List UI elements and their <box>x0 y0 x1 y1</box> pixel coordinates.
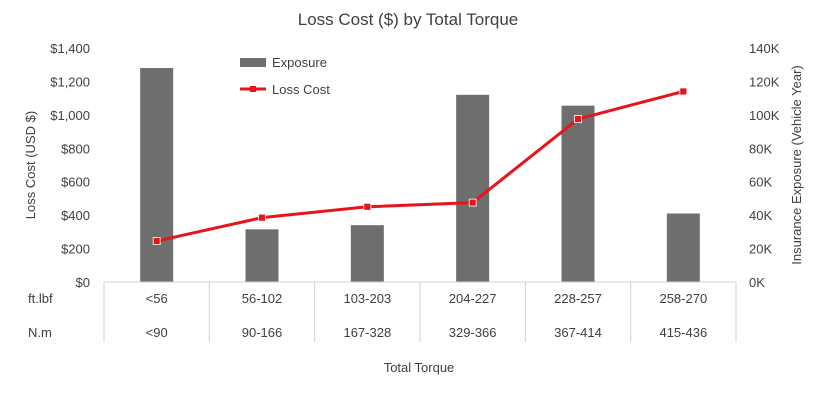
right-tick-label: 40K <box>749 208 772 223</box>
exposure-bar <box>245 229 279 282</box>
exposure-bar <box>666 213 700 282</box>
y-axis-right-label: Insurance Exposure (Vehicle Year) <box>789 65 804 264</box>
left-tick-label: $0 <box>76 275 90 290</box>
category-label-ftlbf: 56-102 <box>242 291 282 306</box>
row-label-ftlbf: ft.lbf <box>28 291 53 306</box>
left-tick-label: $200 <box>61 242 90 257</box>
category-label-nm: 367-414 <box>554 325 602 340</box>
category-label-nm: 90-166 <box>242 325 282 340</box>
loss-cost-series-line <box>156 90 684 243</box>
category-label-ftlbf: 204-227 <box>449 291 497 306</box>
category-label-nm: <90 <box>146 325 168 340</box>
chart-title: Loss Cost ($) by Total Torque <box>298 10 519 29</box>
left-tick-label: $400 <box>61 208 90 223</box>
bars <box>140 68 700 283</box>
left-axis: $0 $200 $400 $600 $800 $1,000 $1,200 $1,400 <box>50 41 90 290</box>
right-tick-label: 120K <box>749 74 780 89</box>
y-axis-left-label: Loss Cost (USD $) <box>23 111 38 219</box>
legend-exposure-label: Exposure <box>272 55 327 70</box>
right-tick-label: 80K <box>749 141 772 156</box>
category-label-ftlbf: <56 <box>146 291 168 306</box>
left-tick-label: $1,200 <box>50 74 90 89</box>
loss-cost-point <box>574 115 582 123</box>
left-tick-label: $1,000 <box>50 108 90 123</box>
legend: Exposure Loss Cost <box>240 55 330 97</box>
exposure-bar <box>561 105 595 283</box>
right-tick-label: 0K <box>749 275 765 290</box>
category-label-nm: 167-328 <box>343 325 391 340</box>
category-table: <56 56-102 103-203 204-227 228-257 258-270 <90… <box>103 281 737 342</box>
right-axis: 0K 20K 40K 60K 80K 100K 120K 140K <box>749 41 780 290</box>
row-label-nm: N.m <box>28 325 52 340</box>
x-axis-label: Total Torque <box>384 360 455 375</box>
loss-cost-point <box>363 202 372 211</box>
left-tick-label: $800 <box>61 141 90 156</box>
loss-cost-point <box>679 87 688 96</box>
category-label-ftlbf: 258-270 <box>659 291 707 306</box>
right-tick-label: 140K <box>749 41 780 56</box>
category-label-nm: 329-366 <box>449 325 497 340</box>
right-tick-label: 20K <box>749 242 772 257</box>
category-label-ftlbf: 103-203 <box>343 291 391 306</box>
right-tick-label: 100K <box>749 108 780 123</box>
loss-cost-line <box>152 87 688 245</box>
loss-cost-point <box>152 237 161 245</box>
legend-loss-cost-marker <box>250 86 256 92</box>
legend-loss-cost-label: Loss Cost <box>272 82 330 97</box>
loss-cost-point <box>468 198 477 207</box>
loss-cost-point <box>258 213 266 222</box>
legend-exposure-swatch <box>240 58 266 67</box>
category-label-ftlbf: 228-257 <box>554 291 602 306</box>
left-tick-label: $1,400 <box>50 41 90 56</box>
right-tick-label: 60K <box>749 175 772 190</box>
exposure-bar <box>456 94 490 282</box>
exposure-bar <box>350 225 384 282</box>
category-label-nm: 415-436 <box>659 325 707 340</box>
left-tick-label: $600 <box>61 175 90 190</box>
exposure-bar <box>140 68 174 282</box>
